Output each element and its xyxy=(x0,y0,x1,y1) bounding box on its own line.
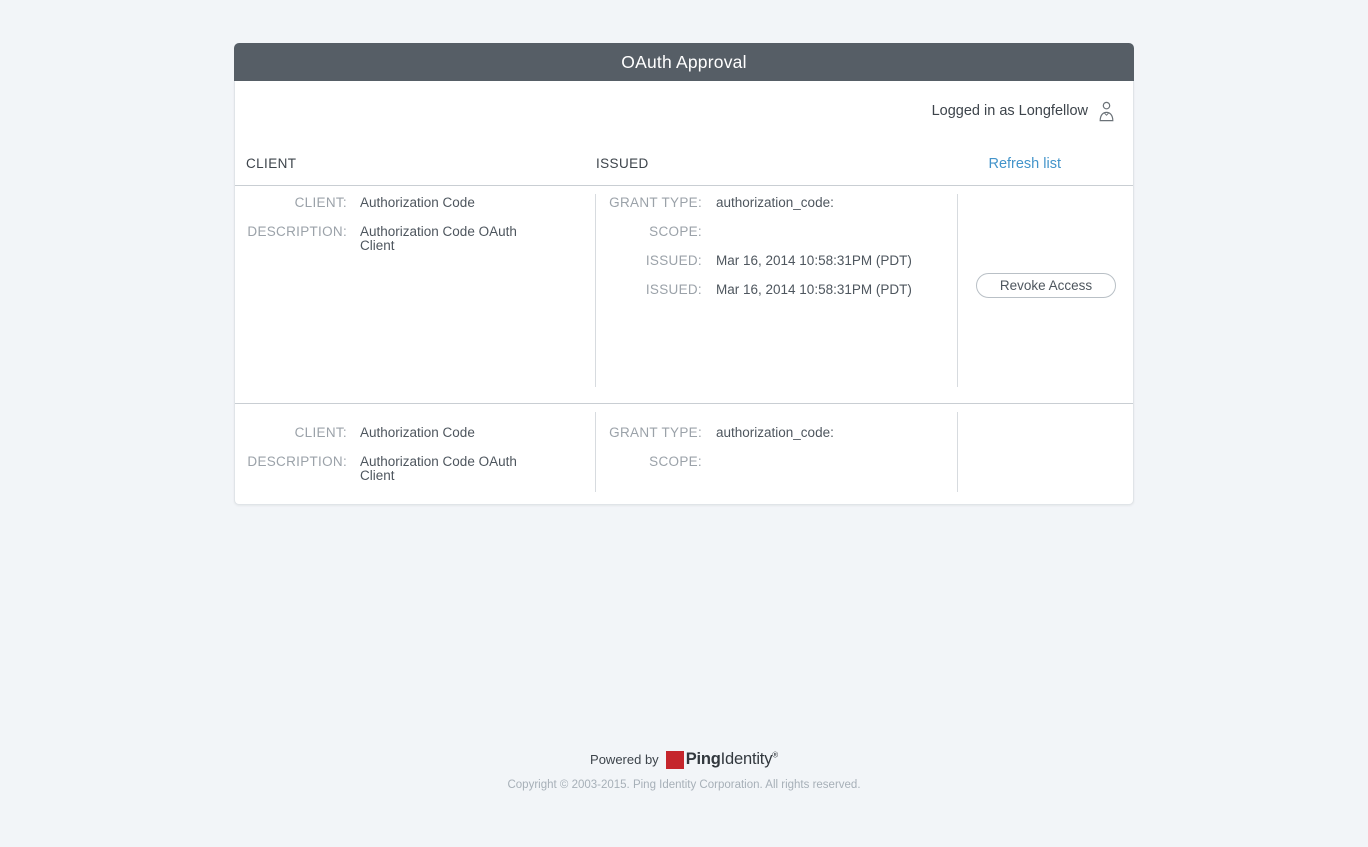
approval-row: CLIENT: Authorization Code DESCRIPTION: … xyxy=(235,404,1133,504)
field-value: Mar 16, 2014 10:58:31PM (PDT) xyxy=(716,253,912,268)
user-icon xyxy=(1098,101,1115,122)
columns-header: CLIENT ISSUED Refresh list xyxy=(235,120,1133,186)
powered-by-row: Powered by PingIdentity® xyxy=(0,750,1368,769)
field-issued: ISSUED: Mar 16, 2014 10:58:31PM (PDT) xyxy=(595,283,957,297)
field-value xyxy=(716,225,936,239)
action-cell: Revoke Access xyxy=(957,186,1135,403)
revoke-access-button[interactable]: Revoke Access xyxy=(976,273,1116,298)
field-label: ISSUED: xyxy=(645,253,702,268)
field-grant-type: GRANT TYPE: authorization_code: xyxy=(595,426,957,440)
field-scope: SCOPE: xyxy=(595,225,957,239)
field-label: GRANT TYPE: xyxy=(609,425,702,440)
field-value xyxy=(716,455,936,469)
field-label: ISSUED: xyxy=(645,282,702,297)
oauth-approval-panel: OAuth Approval Logged in as Longfellow C… xyxy=(234,43,1134,505)
copyright-text: Copyright © 2003-2015. Ping Identity Cor… xyxy=(507,779,861,791)
ping-identity-logo-icon xyxy=(665,750,684,769)
field-issued: ISSUED: Mar 16, 2014 10:58:31PM (PDT) xyxy=(595,254,957,268)
field-value: Authorization Code OAuth Client xyxy=(360,224,517,253)
field-value: authorization_code: xyxy=(716,195,834,210)
field-grant-type: GRANT TYPE: authorization_code: xyxy=(595,196,957,210)
field-value: authorization_code: xyxy=(716,425,834,440)
client-cell: CLIENT: Authorization Code DESCRIPTION: … xyxy=(235,404,595,504)
field-scope: SCOPE: xyxy=(595,455,957,469)
field-label: CLIENT: xyxy=(294,195,347,210)
field-value: Mar 16, 2014 10:58:31PM (PDT) xyxy=(716,282,912,297)
field-value: Authorization Code xyxy=(360,195,475,210)
registered-mark: ® xyxy=(772,750,778,760)
action-cell xyxy=(957,404,1135,504)
field-label: DESCRIPTION: xyxy=(247,224,347,239)
account-row: Logged in as Longfellow xyxy=(235,81,1133,122)
column-header-client: CLIENT xyxy=(246,156,297,171)
logged-in-status: Logged in as Longfellow xyxy=(931,103,1088,119)
field-value: Authorization Code xyxy=(360,425,475,440)
page-footer: Powered by PingIdentity® Copyright © 200… xyxy=(0,750,1368,791)
field-label: SCOPE: xyxy=(649,224,702,239)
issued-cell: GRANT TYPE: authorization_code: SCOPE: I… xyxy=(595,186,957,403)
page-title-bar: OAuth Approval xyxy=(234,43,1134,81)
issued-cell: GRANT TYPE: authorization_code: SCOPE: xyxy=(595,404,957,504)
refresh-list-link[interactable]: Refresh list xyxy=(988,156,1061,172)
client-cell: CLIENT: Authorization Code DESCRIPTION: … xyxy=(235,186,595,403)
panel-body: Logged in as Longfellow CLIENT ISSUED Re… xyxy=(234,81,1134,505)
field-value: Authorization Code OAuth Client xyxy=(360,454,517,483)
approval-row: CLIENT: Authorization Code DESCRIPTION: … xyxy=(235,186,1133,404)
column-header-issued: ISSUED xyxy=(596,156,649,171)
page-title: OAuth Approval xyxy=(621,51,747,72)
field-client: CLIENT: Authorization Code xyxy=(235,426,595,440)
ping-identity-wordmark: PingIdentity® xyxy=(685,750,778,768)
powered-by-label: Powered by xyxy=(590,752,659,767)
field-description: DESCRIPTION: Authorization Code OAuth Cl… xyxy=(235,455,595,483)
field-label: GRANT TYPE: xyxy=(609,195,702,210)
field-client: CLIENT: Authorization Code xyxy=(235,196,595,210)
field-label: CLIENT: xyxy=(294,425,347,440)
field-label: SCOPE: xyxy=(649,454,702,469)
field-description: DESCRIPTION: Authorization Code OAuth Cl… xyxy=(235,225,595,253)
field-label: DESCRIPTION: xyxy=(247,454,347,469)
